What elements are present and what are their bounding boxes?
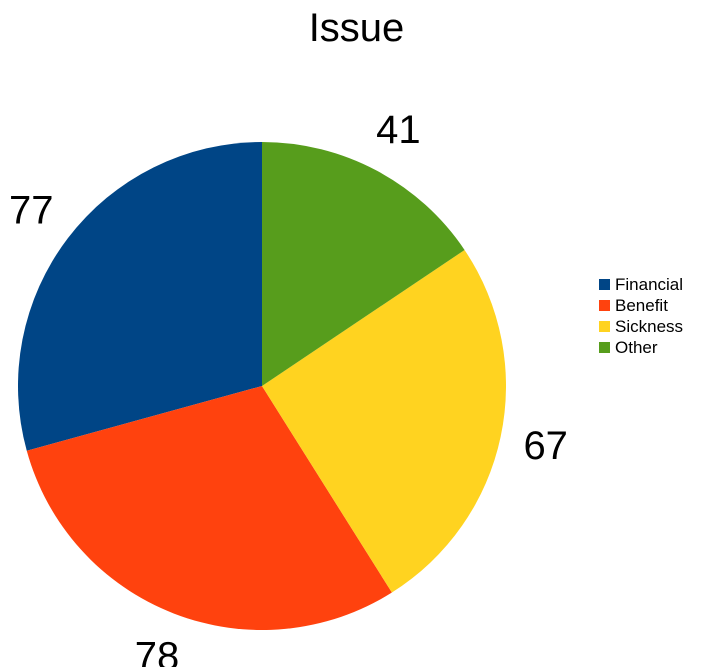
legend-item-financial: Financial (599, 274, 711, 295)
pie-slice-sickness (262, 249, 506, 593)
data-labels: 77 78 67 41 (9, 108, 568, 667)
legend-swatch-sickness (599, 321, 610, 332)
legend-item-other: Other (599, 337, 711, 358)
pie-slice-other (262, 142, 465, 386)
legend: Financial Benefit Sickness Other (599, 274, 711, 358)
pie-slices (18, 142, 506, 631)
legend-swatch-financial (599, 279, 610, 290)
data-label-sickness: 67 (523, 424, 568, 468)
legend-swatch-other (599, 342, 610, 353)
legend-label-sickness: Sickness (615, 317, 684, 336)
chart-title: Issue (308, 6, 405, 50)
legend-label-financial: Financial (615, 275, 684, 294)
legend-swatch-benefit (599, 300, 610, 311)
data-label-benefit: 78 (135, 634, 180, 667)
data-label-financial: 77 (9, 188, 54, 232)
legend-item-benefit: Benefit (599, 295, 711, 316)
pie-slice-benefit (26, 386, 392, 631)
legend-label-benefit: Benefit (615, 296, 668, 315)
legend-item-sickness: Sickness (599, 316, 711, 337)
pie-slice-financial (18, 142, 262, 451)
data-label-other: 41 (376, 108, 421, 152)
legend-label-other: Other (615, 338, 658, 357)
